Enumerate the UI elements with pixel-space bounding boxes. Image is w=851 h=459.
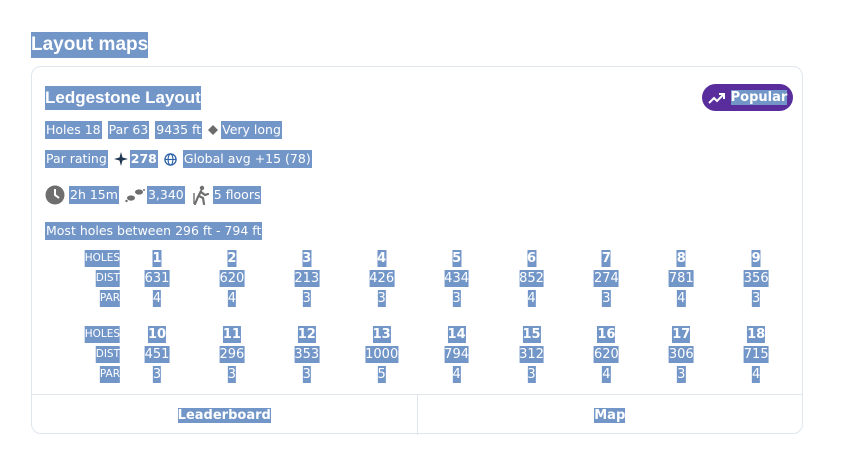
row-label: HOLES <box>84 250 120 267</box>
hole-distance: 620 <box>219 270 245 287</box>
row-label: DIST <box>95 346 120 363</box>
hole-par: 4 <box>752 366 761 383</box>
hole-distance: 213 <box>294 270 320 287</box>
hole-distance: 306 <box>668 346 694 363</box>
hole-par: 3 <box>452 290 461 307</box>
hole-par: 4 <box>227 290 237 307</box>
button-text: Map <box>594 407 626 423</box>
hole-number: 8 <box>676 250 686 267</box>
hole-number: 13 <box>372 326 391 343</box>
hole-distance: 794 <box>444 346 470 363</box>
hiker-icon <box>193 185 209 205</box>
hole-distance: 296 <box>219 346 245 363</box>
trend-icon <box>707 92 725 104</box>
row-label: DIST <box>95 270 120 287</box>
map-button[interactable]: Map <box>416 395 803 435</box>
hole-par: 3 <box>302 366 311 383</box>
card-title: Ledgestone Layout <box>45 86 201 110</box>
hole-par: 4 <box>677 290 686 307</box>
hole-number: 16 <box>597 326 616 343</box>
hole-number: 1 <box>152 250 162 267</box>
info-row: 2h 15m 3,340 5 floors <box>45 185 262 205</box>
hole-par: 3 <box>152 366 162 383</box>
global-avg: Global avg +15 (78) <box>182 150 312 168</box>
hole-par: 3 <box>677 366 686 383</box>
steps-icon <box>125 189 145 203</box>
hole-number: 15 <box>522 326 541 343</box>
hole-number: 9 <box>751 250 761 267</box>
stats-row: Holes 18 Par 63 9435 ft Very long <box>45 121 282 139</box>
duration: 2h 15m <box>69 186 119 204</box>
hole-par: 5 <box>377 366 386 383</box>
hole-number: 5 <box>452 250 462 267</box>
hole-distance: 631 <box>144 270 170 287</box>
clock-icon <box>45 185 65 205</box>
hole-distance: 356 <box>743 270 769 287</box>
leaderboard-button[interactable]: Leaderboard <box>32 395 417 435</box>
star-icon <box>113 152 128 166</box>
hole-distance: 852 <box>519 270 544 287</box>
par-rating-label: Par rating <box>45 150 108 168</box>
par: Par 63 <box>107 121 150 139</box>
button-text: Leaderboard <box>177 407 271 423</box>
hole-number: 3 <box>302 250 312 267</box>
hole-distance: 426 <box>369 270 395 287</box>
hole-par: 3 <box>602 290 611 307</box>
hole-distance: 434 <box>444 270 470 287</box>
row-label: PAR <box>99 290 120 307</box>
hole-distance: 715 <box>743 346 769 363</box>
hole-par: 4 <box>152 290 162 307</box>
hole-par: 3 <box>302 290 311 307</box>
hole-number: 14 <box>447 326 466 343</box>
hole-number: 12 <box>297 326 316 343</box>
layout-card: Ledgestone Layout Popular Holes 18 Par 6… <box>31 66 803 435</box>
hole-distance: 1000 <box>365 346 399 363</box>
hole-par: 4 <box>602 366 611 383</box>
hole-number: 7 <box>601 250 611 267</box>
hole-par: 3 <box>527 366 536 383</box>
hole-number: 4 <box>377 250 387 267</box>
hole-number: 10 <box>147 326 167 343</box>
range-row: Most holes between 296 ft - 794 ft <box>45 222 263 240</box>
section-title: Layout maps <box>31 32 149 58</box>
holes-count: Holes 18 <box>45 121 102 139</box>
hole-range: Most holes between 296 ft - 794 ft <box>45 222 263 240</box>
hole-par: 3 <box>227 366 237 383</box>
diamond-icon <box>208 125 219 135</box>
hole-number: 18 <box>747 326 766 343</box>
hole-distance: 274 <box>593 270 619 287</box>
length: 9435 ft <box>155 121 203 139</box>
hole-distance: 451 <box>144 346 170 363</box>
hole-number: 6 <box>526 250 537 267</box>
rating-row: Par rating 278 Global avg +15 (78) <box>45 150 312 168</box>
hole-par: 3 <box>377 290 386 307</box>
par-rating: 278 <box>129 150 158 168</box>
hole-distance: 312 <box>519 346 544 363</box>
row-label: PAR <box>99 366 120 383</box>
globe-icon <box>164 152 177 166</box>
length-class: Very long <box>221 121 282 139</box>
popular-badge: Popular <box>702 84 793 111</box>
hole-par: 4 <box>527 290 536 307</box>
hole-distance: 620 <box>593 346 619 363</box>
badge-text: Popular <box>730 90 788 105</box>
card-footer: Leaderboard Map <box>32 394 802 435</box>
steps: 3,340 <box>146 186 185 204</box>
floors: 5 floors <box>212 186 262 204</box>
hole-number: 11 <box>222 326 241 343</box>
hole-par: 3 <box>752 290 761 307</box>
hole-distance: 781 <box>668 270 694 287</box>
hole-number: 2 <box>227 250 237 267</box>
row-label: HOLES <box>84 326 120 343</box>
hole-number: 17 <box>672 326 691 343</box>
hole-distance: 353 <box>294 346 320 363</box>
hole-par: 4 <box>452 366 461 383</box>
